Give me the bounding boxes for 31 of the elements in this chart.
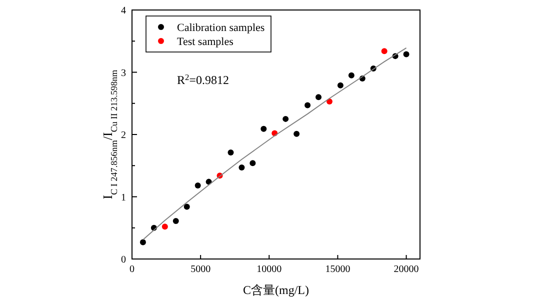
y-tick-label: 2 (121, 130, 126, 141)
x-axis-title: C含量(mg/L) (243, 283, 309, 297)
x-tick-label: 5000 (190, 264, 211, 275)
point (162, 224, 168, 230)
point (304, 102, 311, 108)
point (172, 218, 179, 224)
y-tick-label: 3 (121, 68, 126, 79)
x-tick-label: 15000 (325, 264, 350, 275)
point (403, 51, 410, 58)
point (337, 82, 344, 88)
point (316, 94, 322, 100)
x-tick-label: 20000 (394, 264, 419, 275)
point (282, 116, 289, 122)
point (250, 160, 256, 166)
legend-label: Test samples (177, 36, 234, 48)
x-tick-label: 10000 (256, 264, 282, 275)
point (348, 72, 354, 78)
annotation: R$^{2}$=0.9812 (177, 72, 229, 87)
point (184, 204, 190, 210)
x-tick-label: 0 (130, 264, 134, 275)
point (238, 164, 245, 170)
y-tick-label: 0 (121, 254, 126, 266)
point (260, 126, 267, 132)
legend-label: Calibration samples (177, 22, 265, 34)
point (294, 130, 300, 137)
point (140, 239, 146, 246)
point (228, 150, 234, 156)
point (381, 48, 388, 54)
point (194, 182, 201, 189)
y-tick-label: 1 (121, 192, 126, 204)
y-tick-label: 4 (121, 6, 126, 16)
